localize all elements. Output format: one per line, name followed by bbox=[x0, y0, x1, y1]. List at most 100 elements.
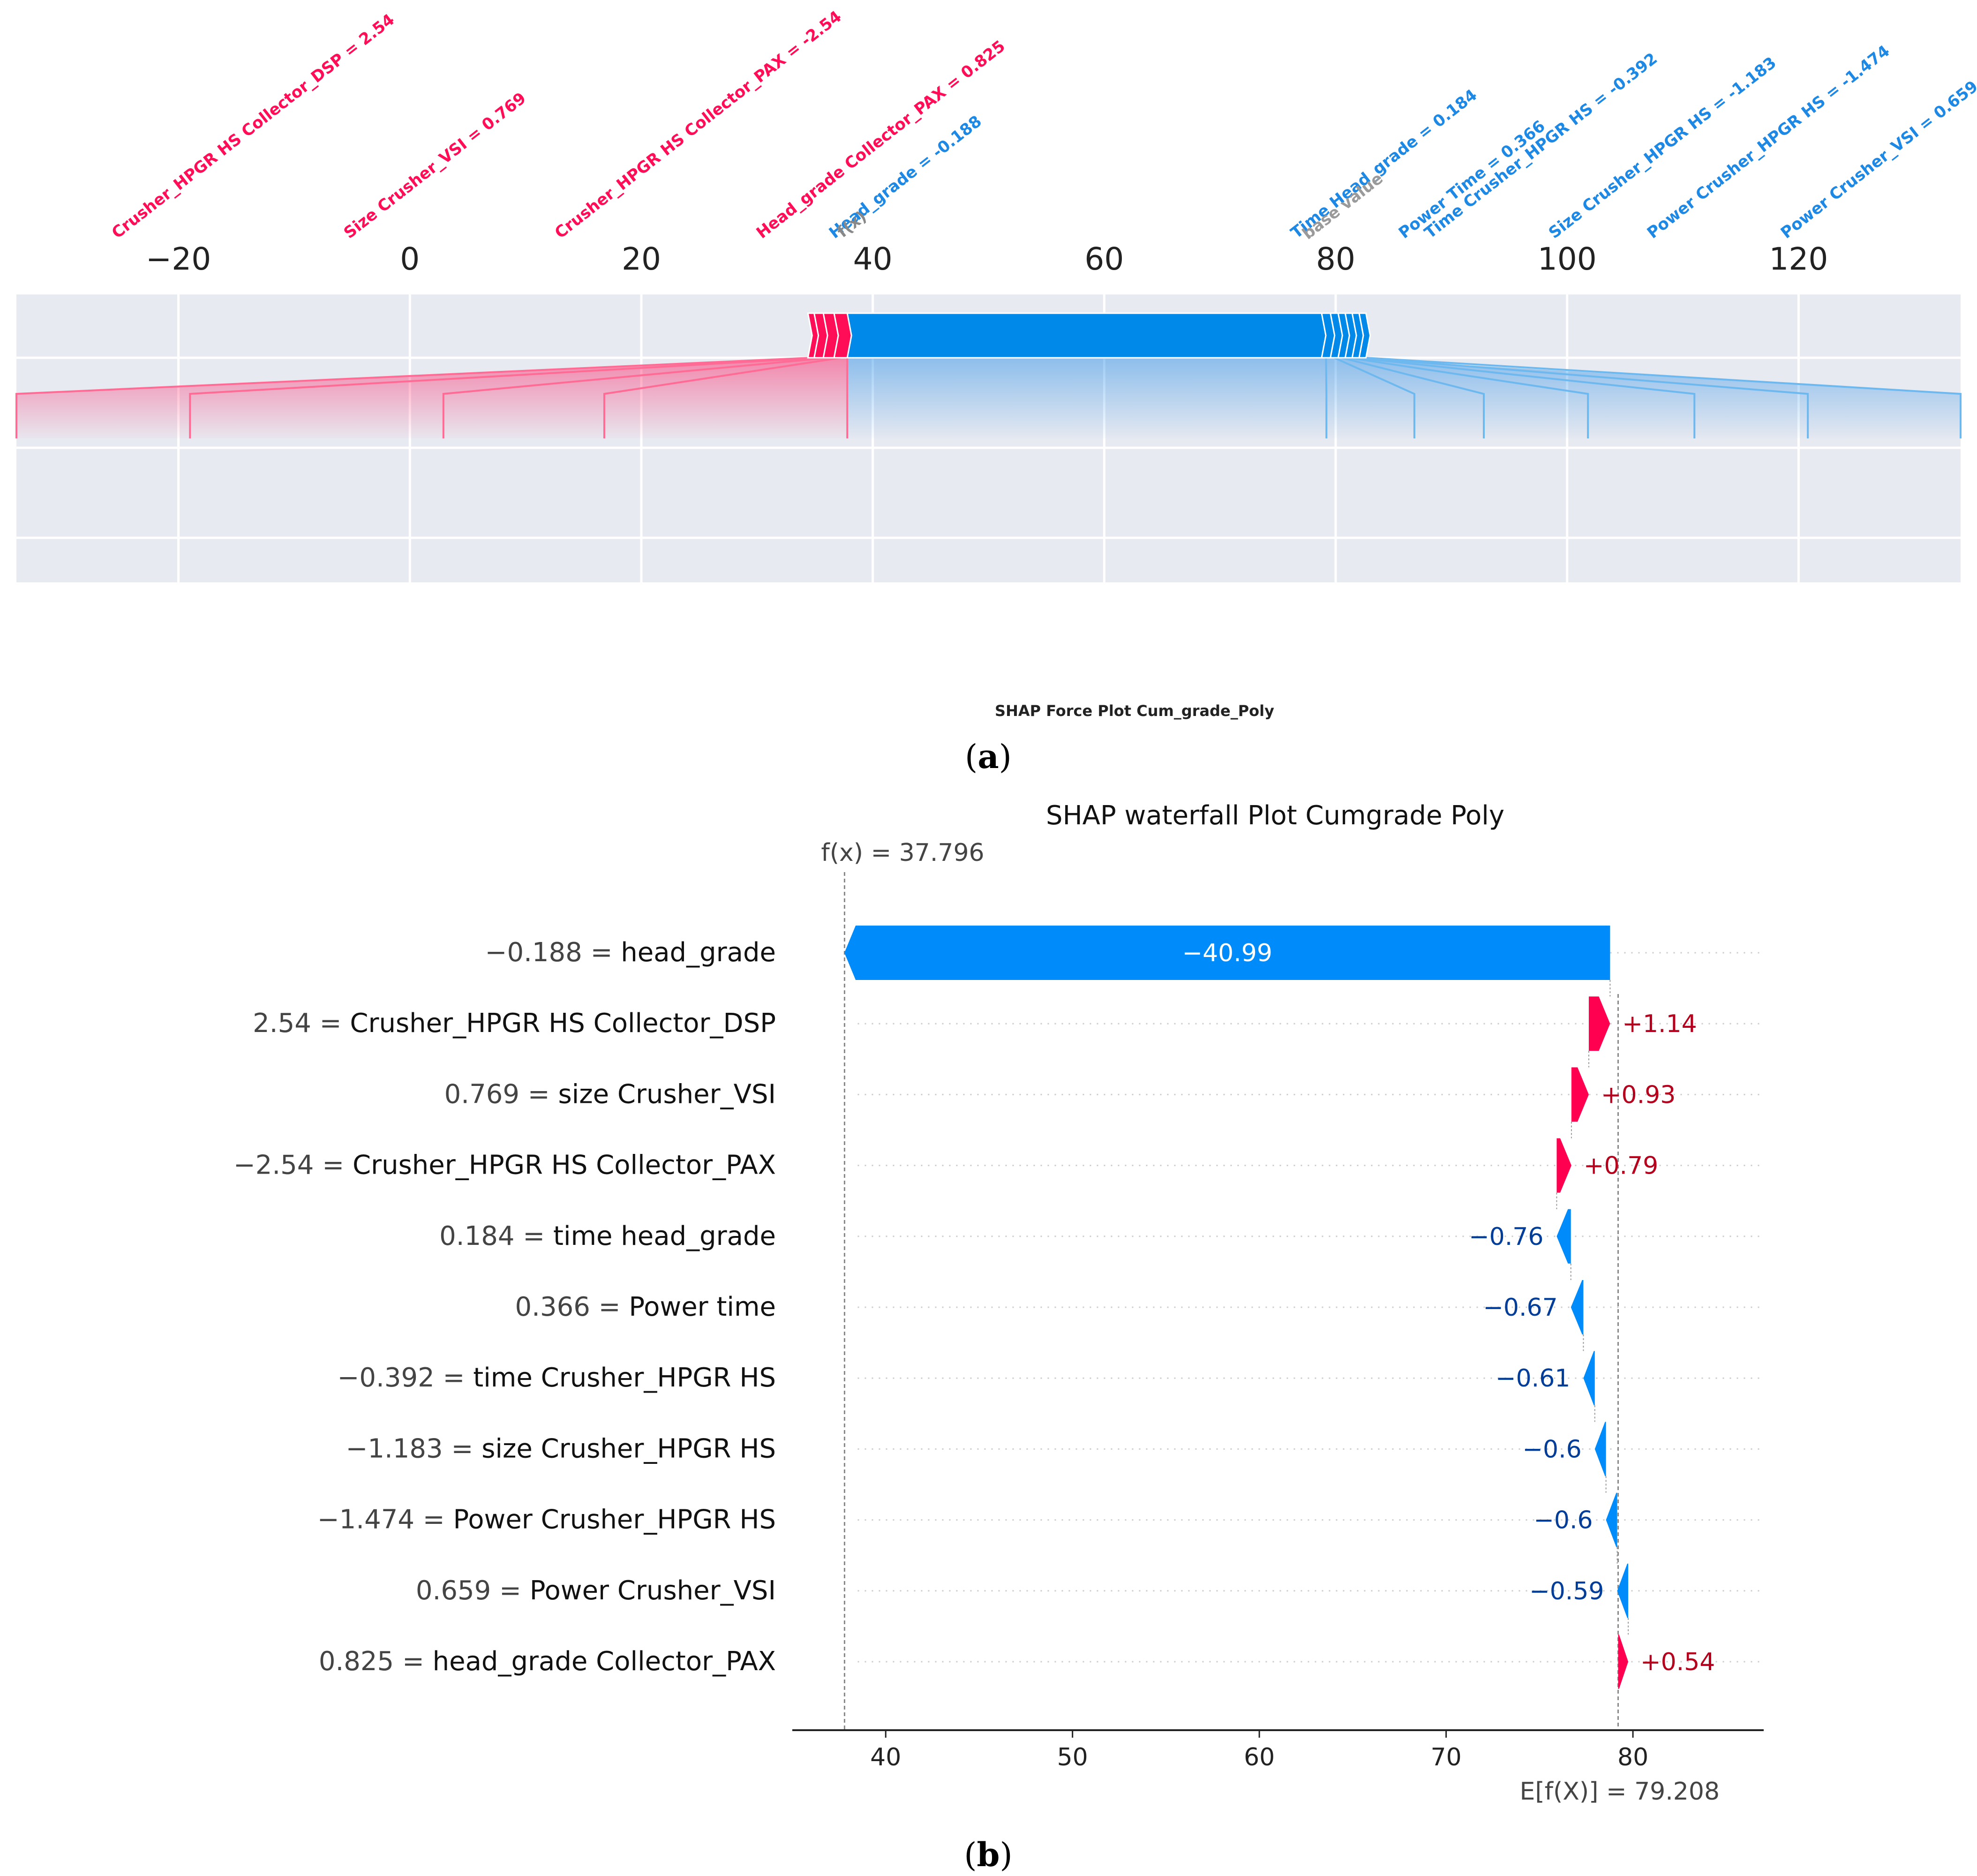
force-negative-fill bbox=[847, 358, 1961, 438]
force-positive-feature-label: Head_grade Collector_PAX = 0.825 bbox=[753, 37, 1009, 242]
force-plot-connectors bbox=[15, 357, 1962, 438]
feature-name: Power Crusher_HPGR HS bbox=[453, 1505, 776, 1535]
panel-label-a: (a) bbox=[965, 737, 1012, 776]
waterfall-row-label: 0.825 = head_grade Collector_PAX bbox=[319, 1646, 776, 1677]
waterfall-shap-label: +1.14 bbox=[1622, 1010, 1697, 1038]
force-plot-feature-labels: Crusher_HPGR HS Collector_DSP = 2.54Size… bbox=[108, 7, 1977, 243]
force-tick-label: 40 bbox=[853, 241, 893, 277]
waterfall-shap-label: −0.6 bbox=[1533, 1507, 1593, 1535]
feature-name: head_grade Collector_PAX bbox=[433, 1646, 776, 1677]
force-tick-label: 100 bbox=[1538, 241, 1597, 277]
force-negative-feature-label: Time Crusher_HPGR HS = -0.392 bbox=[1421, 49, 1661, 242]
force-plot-axis-ticks: −20 0 20 40 60 80 100 120 bbox=[146, 241, 1828, 277]
waterfall-shap-label: −0.61 bbox=[1496, 1364, 1570, 1393]
force-positive-feature-label: Crusher_HPGR HS Collector_DSP = 2.54 bbox=[108, 10, 398, 242]
feature-name: Crusher_HPGR HS Collector_PAX bbox=[353, 1150, 776, 1181]
waterfall-negative-bar bbox=[1571, 1280, 1584, 1334]
force-negative-connector bbox=[1355, 357, 1696, 438]
waterfall-positive-bar bbox=[1618, 1635, 1629, 1689]
feature-value: −1.474 = bbox=[317, 1505, 453, 1535]
force-plot-fills bbox=[16, 358, 1961, 438]
force-positive-connector bbox=[603, 357, 841, 438]
force-positive-connector bbox=[189, 357, 819, 438]
force-tick-label: 20 bbox=[622, 241, 661, 277]
force-plot: −20 0 20 40 60 80 100 120 Crusher_HPGR HS Colle… bbox=[15, 7, 1977, 776]
force-negative-connector bbox=[1334, 357, 1415, 438]
feature-name: time Crusher_HPGR HS bbox=[473, 1363, 776, 1393]
waterfall-row-label: 2.54 = Crusher_HPGR HS Collector_DSP bbox=[253, 1008, 776, 1039]
waterfall-row-label: 0.184 = time head_grade bbox=[439, 1221, 776, 1251]
waterfall-negative-bar bbox=[844, 926, 1610, 980]
feature-value: 2.54 = bbox=[253, 1008, 350, 1039]
waterfall-shap-label: −0.6 bbox=[1522, 1435, 1581, 1463]
feature-name: size Crusher_HPGR HS bbox=[481, 1433, 776, 1464]
waterfall-negative-bar bbox=[1556, 1209, 1571, 1264]
force-negative-segment bbox=[846, 312, 1327, 359]
force-tick-label: 120 bbox=[1769, 241, 1828, 277]
force-tick-label: 0 bbox=[400, 241, 420, 277]
force-plot-title: SHAP Force Plot Cum_grade_Poly bbox=[995, 702, 1274, 720]
efx-annotation: E[f(X)] = 79.208 bbox=[1520, 1778, 1720, 1806]
waterfall-shap-label: +0.54 bbox=[1640, 1648, 1715, 1676]
waterfall-row-labels: −0.188 = head_grade 2.54 = Crusher_HPGR H… bbox=[233, 937, 776, 1677]
waterfall-positive-bar bbox=[1571, 1067, 1589, 1122]
waterfall-tick-label: 50 bbox=[1057, 1743, 1088, 1771]
feature-name: Power Crusher_VSI bbox=[530, 1575, 776, 1606]
waterfall-shap-label: +0.79 bbox=[1584, 1152, 1658, 1180]
force-tick-label: 80 bbox=[1316, 241, 1355, 277]
feature-name: Crusher_HPGR HS Collector_DSP bbox=[350, 1008, 776, 1039]
force-positive-fill bbox=[16, 358, 848, 438]
feature-name: head_grade bbox=[621, 937, 776, 968]
waterfall-row-label: 0.366 = Power time bbox=[515, 1292, 776, 1322]
waterfall-shap-label: −0.76 bbox=[1469, 1223, 1543, 1251]
waterfall-negative-bar bbox=[1606, 1492, 1617, 1547]
waterfall-shap-label: −40.99 bbox=[1182, 939, 1272, 967]
waterfall-row-label: 0.769 = size Crusher_VSI bbox=[444, 1079, 776, 1109]
feature-value: 0.825 = bbox=[319, 1646, 433, 1677]
waterfall-title: SHAP waterfall Plot Cumgrade Poly bbox=[1046, 800, 1504, 831]
waterfall-guides bbox=[843, 872, 1760, 1730]
feature-value: 0.184 = bbox=[439, 1221, 553, 1251]
waterfall-row-label: −2.54 = Crusher_HPGR HS Collector_PAX bbox=[233, 1150, 776, 1181]
force-plot-gridlines bbox=[16, 294, 1961, 582]
force-tick-label: 60 bbox=[1084, 241, 1124, 277]
feature-value: −0.188 = bbox=[485, 937, 621, 968]
waterfall-row-label: 0.659 = Power Crusher_VSI bbox=[416, 1575, 776, 1606]
waterfall-positive-bar bbox=[1588, 996, 1610, 1051]
force-tick-label: −20 bbox=[146, 241, 211, 277]
fx-annotation: f(x) = 37.796 bbox=[821, 839, 984, 867]
panel-label-b: (b) bbox=[964, 1835, 1013, 1874]
waterfall-row-label: −0.392 = time Crusher_HPGR HS bbox=[338, 1363, 776, 1393]
force-positive-connector bbox=[442, 357, 829, 438]
force-positive-feature-label: Size Crusher_VSI = 0.769 bbox=[340, 89, 530, 242]
waterfall-shap-label: −0.67 bbox=[1483, 1294, 1557, 1322]
force-negative-segment bbox=[1358, 312, 1371, 359]
waterfall-negative-bar bbox=[1594, 1422, 1606, 1477]
feature-value: 0.366 = bbox=[515, 1292, 629, 1322]
waterfall-row-label: −0.188 = head_grade bbox=[485, 937, 776, 968]
force-positive-connector bbox=[15, 357, 812, 438]
feature-value: 0.769 = bbox=[444, 1079, 558, 1109]
feature-name: time head_grade bbox=[553, 1221, 776, 1251]
feature-name: size Crusher_VSI bbox=[558, 1079, 776, 1109]
panel-label-a-letter: a bbox=[977, 737, 999, 776]
force-negative-connector bbox=[1362, 357, 1809, 438]
force-plot-bar bbox=[807, 312, 1371, 359]
waterfall-row-label: −1.474 = Power Crusher_HPGR HS bbox=[317, 1505, 776, 1535]
waterfall-row-label: −1.183 = size Crusher_HPGR HS bbox=[346, 1433, 776, 1464]
feature-name: Power time bbox=[629, 1292, 776, 1322]
force-negative-connector bbox=[1341, 357, 1485, 438]
waterfall-negative-bar bbox=[1583, 1351, 1595, 1406]
force-negative-connector bbox=[1348, 357, 1589, 438]
feature-value: −1.183 = bbox=[346, 1433, 481, 1464]
waterfall-tick-label: 70 bbox=[1431, 1743, 1462, 1771]
force-base-label: base value bbox=[1299, 169, 1386, 243]
waterfall-tick-label: 80 bbox=[1617, 1743, 1648, 1771]
waterfall-tick-label: 40 bbox=[870, 1743, 901, 1771]
feature-value: 0.659 = bbox=[416, 1575, 530, 1606]
waterfall-tick-label: 60 bbox=[1244, 1743, 1275, 1771]
waterfall-shap-label: +0.93 bbox=[1601, 1081, 1676, 1109]
waterfall-axis: 40 50 60 70 80 bbox=[792, 1729, 1764, 1771]
waterfall-plot: SHAP waterfall Plot Cumgrade Poly −40.99… bbox=[233, 800, 1764, 1874]
